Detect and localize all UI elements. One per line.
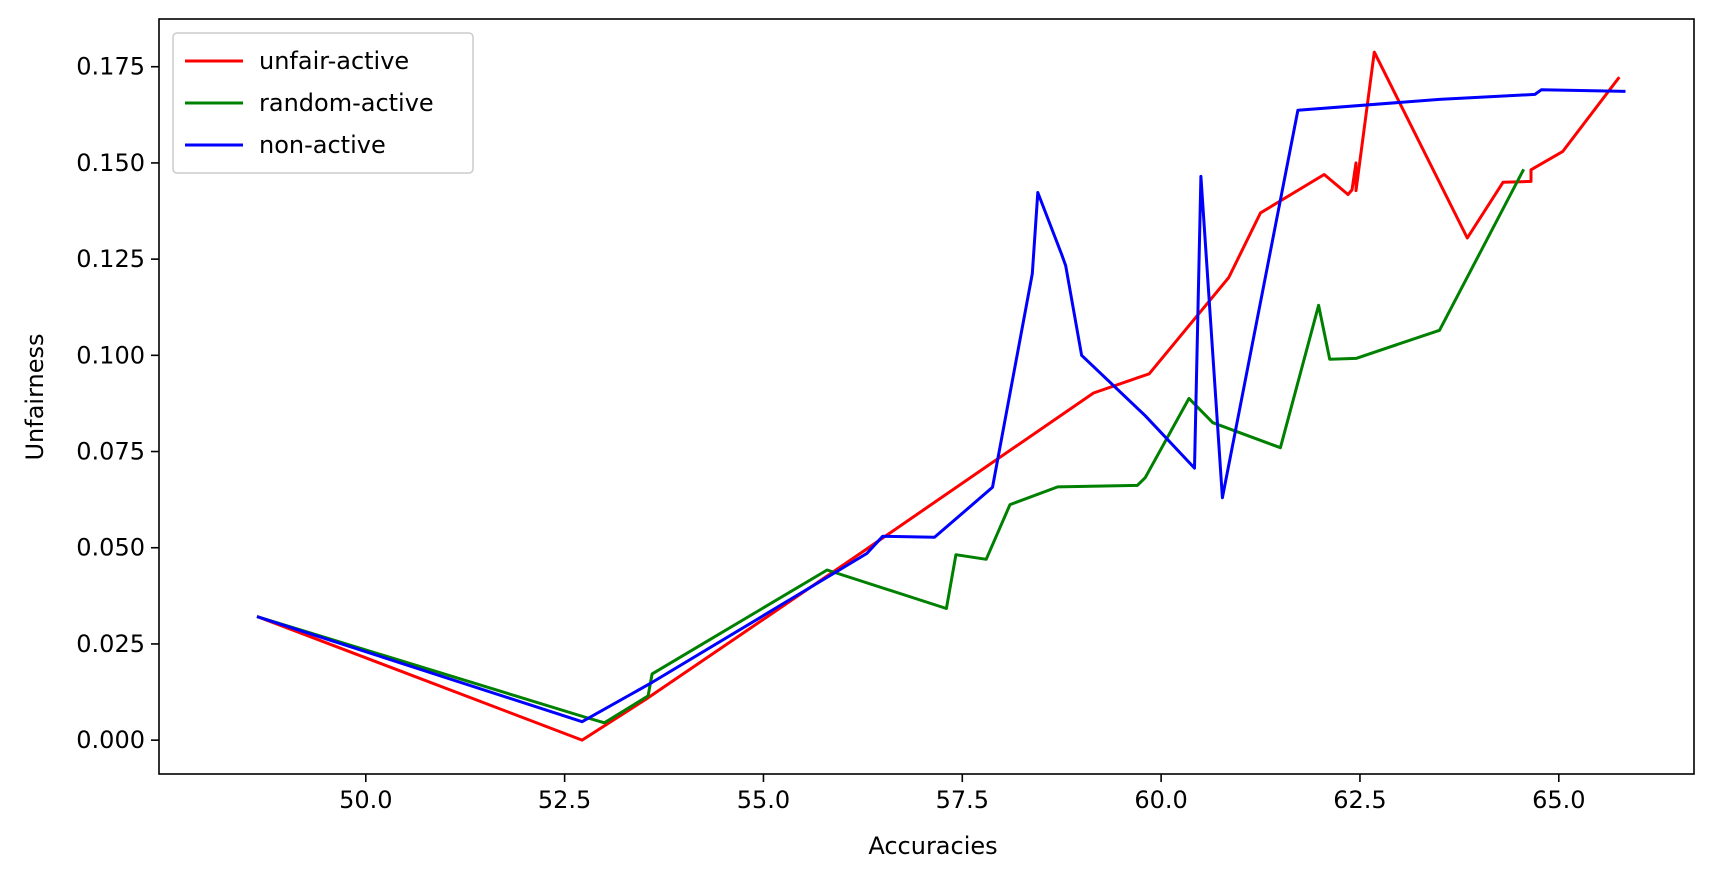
y-tick-label: 0.000 — [76, 726, 145, 754]
x-tick-label: 60.0 — [1134, 786, 1187, 814]
series-layer — [256, 50, 1626, 742]
legend-label: non-active — [259, 131, 386, 159]
x-axis-label: Accuracies — [868, 832, 997, 860]
y-tick-label: 0.150 — [76, 149, 145, 177]
series-line-unfair-active — [256, 50, 1621, 742]
x-tick-label: 57.5 — [936, 786, 989, 814]
x-tick-label: 52.5 — [538, 786, 591, 814]
legend: unfair-active random-active non-active — [172, 32, 474, 174]
y-tick-label: 0.025 — [76, 630, 145, 658]
y-axis-ticks: 0.000 0.025 0.050 0.075 0.100 0.125 0.150 0.175 — [76, 53, 159, 754]
x-tick-label: 55.0 — [737, 786, 790, 814]
series-line-random-active — [256, 168, 1526, 725]
x-axis-ticks: 50.0 52.5 55.0 57.5 60.0 62.5 65.0 — [339, 774, 1586, 814]
legend-label: unfair-active — [259, 47, 409, 75]
legend-box — [172, 32, 474, 174]
x-tick-label: 62.5 — [1333, 786, 1386, 814]
legend-label: random-active — [259, 89, 434, 117]
y-tick-label: 0.125 — [76, 245, 145, 273]
x-tick-label: 50.0 — [339, 786, 392, 814]
y-tick-label: 0.100 — [76, 341, 145, 369]
y-tick-label: 0.075 — [76, 438, 145, 466]
plot-area-frame — [158, 18, 1695, 775]
y-tick-label: 0.050 — [76, 534, 145, 562]
series-line-non-active — [256, 88, 1626, 724]
x-tick-label: 65.0 — [1532, 786, 1585, 814]
y-tick-label: 0.175 — [76, 53, 145, 81]
y-axis-label: Unfairness — [21, 333, 49, 460]
